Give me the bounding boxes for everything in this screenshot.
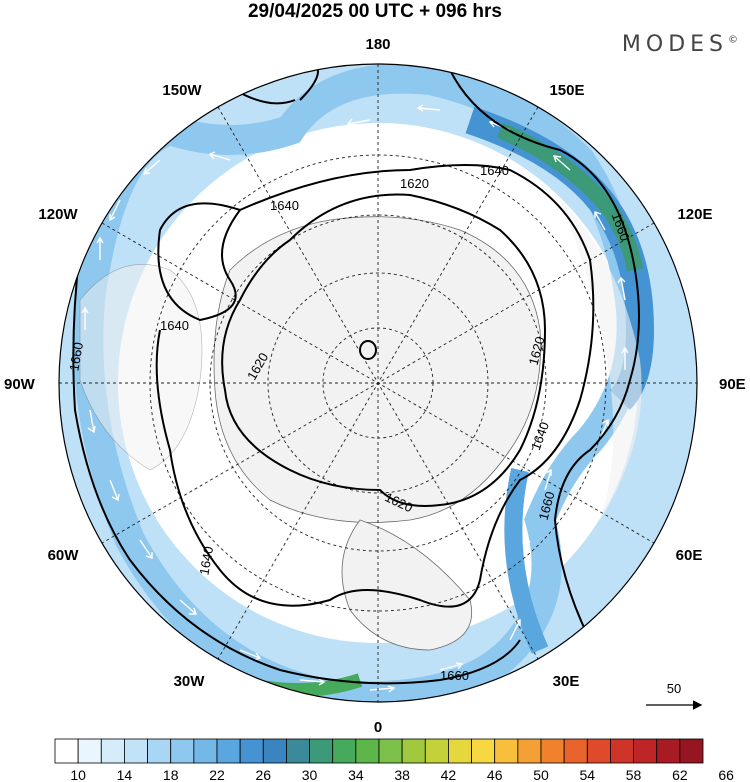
north-america-landmass [79,263,203,471]
colorbar-swatch [610,738,634,764]
height-contours [72,64,641,701]
colorbar-swatch [448,738,472,764]
colorbar-swatch [378,738,403,764]
colorbar-swatch [54,738,79,764]
lon-label-150w: 150W [162,82,202,99]
contour-label: 1640 [196,545,216,576]
colorbar-swatch [424,738,449,764]
wind-reference-label: 50 [667,681,681,696]
colorbar-label: 34 [348,767,364,782]
colorbar-swatch [124,738,148,764]
contour-label: 1640 [160,318,189,333]
longitude-labels: 180 150E 120E 90E 60E 30E 0 30W 60W 90W … [4,36,746,736]
colorbar-swatch [494,738,519,764]
colorbar-label: 38 [394,767,410,782]
colorbar-label: 18 [163,767,179,782]
colorbar-swatch [332,738,357,764]
contour-1660-east [449,69,641,701]
lon-label-60e: 60E [676,547,703,564]
lon-label-60w: 60W [48,547,80,564]
contour-1640-loop [157,202,242,322]
contour-1620 [221,193,547,507]
colorbar-swatch [401,738,426,764]
copyright-mark: © [728,34,738,46]
colorbar-swatch [540,738,565,764]
colorbar-label: 66 [718,767,734,782]
graticule [59,64,697,702]
colorbar-swatch [193,738,218,764]
map-title: 29/04/2025 00 UTC + 096 hrs [247,1,503,22]
colorbar-swatch [77,738,102,764]
lon-label-30w: 30W [174,673,206,690]
colorbar-label: 58 [626,767,642,782]
colorbar-swatch [100,738,125,764]
colorbar-label: 14 [117,767,133,782]
colorbar-swatch [517,738,542,764]
contour-label: 1640 [480,163,509,178]
colorbar-label: 26 [256,767,272,782]
contour-label: 1660 [66,341,86,372]
colorbar-labels: 10141822263034384246505458626670 [70,767,734,782]
lon-label-180: 180 [365,36,390,53]
colorbar-swatch [286,738,310,764]
colorbar-label: 50 [533,767,549,782]
wind-reference: 50 [646,681,703,710]
contour-1640 [155,164,595,608]
colorbar-label: 46 [487,767,503,782]
contour-1660-west [72,249,521,685]
colorbar-swatch [355,738,380,764]
colorbar-swatch [216,738,241,764]
lon-label-120w: 120W [38,206,78,223]
lon-label-120e: 120E [677,206,712,223]
colorbar-label: 22 [209,767,225,782]
contour-label: 1640 [270,198,299,213]
contour-label: 1660 [440,668,469,683]
colorbar-label: 30 [302,767,318,782]
map-boundary [58,63,698,703]
colorbar-swatch [309,738,334,764]
colorbar [54,738,704,764]
lon-label-30e: 30E [553,673,580,690]
colorbar-swatch [471,738,496,764]
europe-landmass [341,519,472,651]
jet-core-europe [504,468,549,654]
colorbar-swatch [679,738,704,764]
contour-label: 1620 [400,176,429,191]
brand-logo: MODES© [622,32,738,57]
colorbar-label: 54 [580,767,596,782]
asia-landmass [560,200,642,520]
contour-label: 1620 [526,335,548,367]
lon-label-90e: 90E [719,376,746,393]
contour-label: 1660 [536,490,558,522]
wind-vectors [81,104,629,693]
colorbar-swatch [170,738,195,764]
lon-label-90w: 90W [4,376,36,393]
colorbar-swatch [656,738,681,764]
contour-low-center [359,340,377,360]
colorbar-swatch [262,738,287,764]
lon-label-150e: 150E [549,82,584,99]
arctic-landmass [213,216,541,523]
brand-name: MODES [621,32,728,57]
colorbar-label: 42 [441,767,457,782]
colorbar-swatch [633,738,658,764]
colorbar-label: 62 [672,767,688,782]
jet-max-green [496,122,643,272]
colorbar-label: 10 [70,767,86,782]
colorbar-swatch [563,738,588,764]
colorbar-swatch [586,738,611,764]
colorbar-swatch [147,738,172,764]
colorbar-swatch [239,738,264,764]
lon-label-0: 0 [374,719,382,736]
